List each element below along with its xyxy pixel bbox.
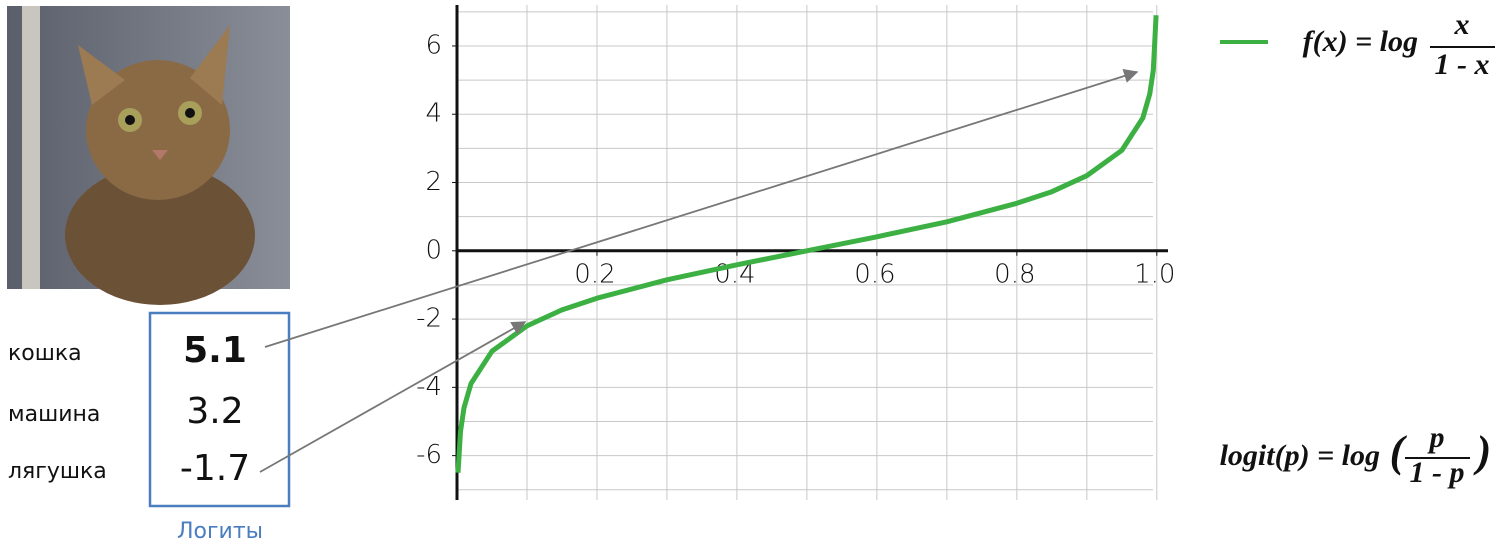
y-tick-label: 4 xyxy=(425,99,442,129)
x-tick-label: 1.0 xyxy=(1134,259,1175,289)
legend-denominator: 1 - x xyxy=(1435,48,1490,81)
x-tick-label: 0.8 xyxy=(994,259,1035,289)
formula-denominator: 1 - p xyxy=(1410,456,1465,489)
logit-label: машина xyxy=(8,402,100,427)
y-tick-label: -6 xyxy=(416,440,442,470)
formula-lhs: logit(p) = log xyxy=(1220,439,1380,472)
formula-paren: ) xyxy=(1473,427,1492,476)
x-tick-label: 0.6 xyxy=(854,259,895,289)
legend-label: f(x) = log xyxy=(1303,25,1418,58)
logit-label: лягушка xyxy=(8,459,107,484)
logit-value: 5.1 xyxy=(183,330,247,371)
formula-numerator: p xyxy=(1427,421,1445,454)
logits-box xyxy=(148,311,291,508)
logit-value: -1.7 xyxy=(180,448,250,489)
arrow xyxy=(259,321,527,473)
curve xyxy=(455,15,1159,473)
logit-value: 3.2 xyxy=(186,391,243,432)
logit-label: кошка xyxy=(8,341,82,366)
y-tick-label: -2 xyxy=(416,304,442,334)
cat-photo xyxy=(7,6,290,305)
logits-caption: Логиты xyxy=(177,519,263,544)
y-tick-label: 0 xyxy=(425,235,442,265)
arrow xyxy=(264,69,1139,348)
y-tick-label: 6 xyxy=(425,30,442,60)
legend-numerator: x xyxy=(1454,8,1470,41)
x-tick-label: 0.2 xyxy=(574,259,615,289)
formula-paren: ( xyxy=(1390,427,1408,476)
y-tick-label: 2 xyxy=(425,167,442,197)
